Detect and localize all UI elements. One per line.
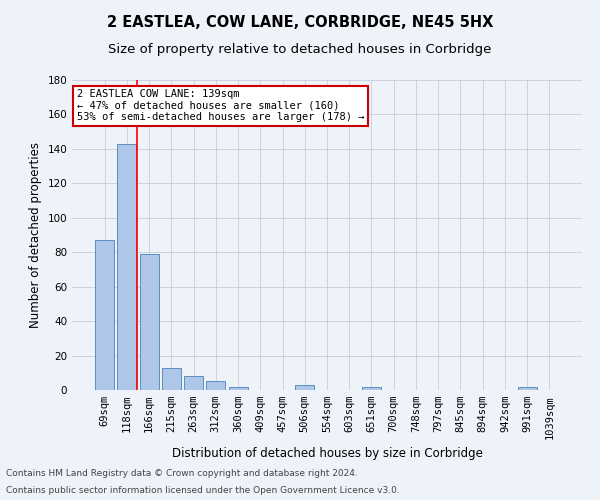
Text: Size of property relative to detached houses in Corbridge: Size of property relative to detached ho… [109,42,491,56]
Bar [140,254,158,390]
Bar [162,368,181,390]
Bar [118,144,136,390]
Bar [95,240,114,390]
Bar [295,385,314,390]
Text: 2 EASTLEA COW LANE: 139sqm
← 47% of detached houses are smaller (160)
53% of sem: 2 EASTLEA COW LANE: 139sqm ← 47% of deta… [77,90,365,122]
Bar [229,386,248,390]
Text: Contains HM Land Registry data © Crown copyright and database right 2024.: Contains HM Land Registry data © Crown c… [6,468,358,477]
Text: Contains public sector information licensed under the Open Government Licence v3: Contains public sector information licen… [6,486,400,495]
Bar [362,386,381,390]
Bar [184,376,203,390]
Bar [206,382,225,390]
Text: 2 EASTLEA, COW LANE, CORBRIDGE, NE45 5HX: 2 EASTLEA, COW LANE, CORBRIDGE, NE45 5HX [107,15,493,30]
Y-axis label: Number of detached properties: Number of detached properties [29,142,42,328]
X-axis label: Distribution of detached houses by size in Corbridge: Distribution of detached houses by size … [172,447,482,460]
Bar [518,386,536,390]
